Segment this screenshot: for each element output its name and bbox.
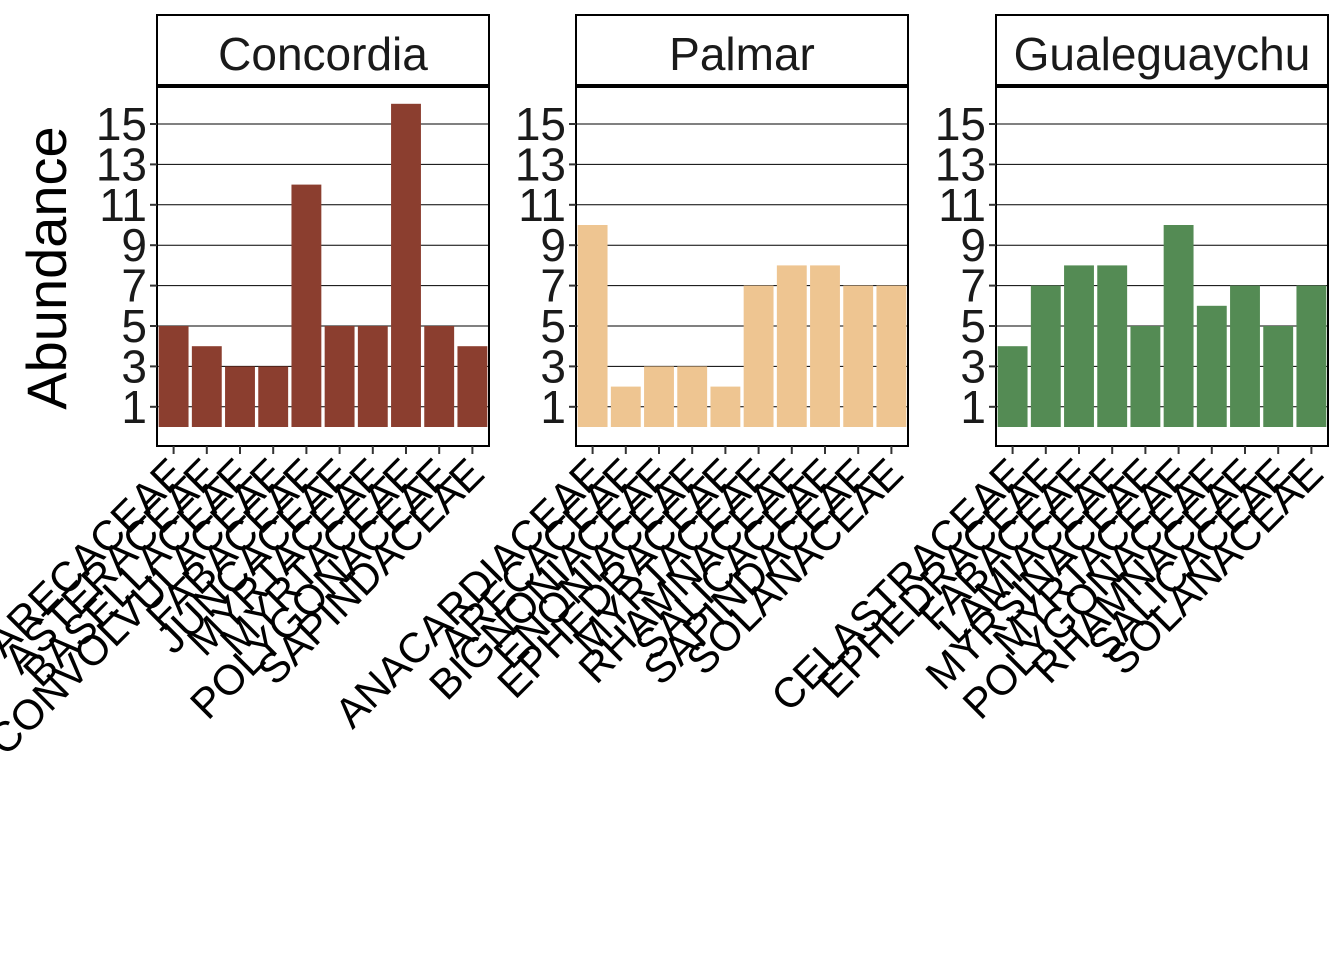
y-tick-label: 9 — [960, 219, 986, 271]
panel-border — [575, 86, 909, 447]
y-tick-label: 15 — [515, 98, 566, 150]
bar — [1196, 305, 1227, 427]
y-tick-label: 5 — [960, 300, 986, 352]
bar — [1296, 285, 1327, 427]
y-tick-label: 15 — [96, 98, 147, 150]
y-tick-label: 7 — [540, 260, 566, 312]
facet-strip — [156, 14, 490, 86]
facet-strip — [995, 14, 1329, 86]
bar — [424, 326, 455, 427]
bar — [1130, 326, 1161, 427]
y-tick-label: 11 — [99, 179, 147, 231]
y-tick-label: 11 — [518, 179, 566, 231]
bar — [843, 285, 874, 427]
bar — [710, 386, 741, 427]
y-tick-label: 5 — [121, 300, 147, 352]
y-tick-label: 13 — [515, 138, 566, 190]
bar — [391, 103, 421, 428]
panel-border — [995, 86, 1329, 447]
facet-title: Concordia — [218, 28, 428, 80]
facet-strip — [575, 14, 909, 86]
bar — [225, 366, 255, 427]
y-tick-label: 13 — [935, 138, 986, 190]
bar — [776, 265, 807, 427]
y-tick-label: 5 — [540, 300, 566, 352]
y-tick-label: 7 — [121, 260, 147, 312]
facet-panel: Palmar13579111315ANACARDIACEAEARECACEAEB… — [326, 14, 912, 737]
y-tick-label: 3 — [960, 340, 986, 392]
bar — [1263, 326, 1294, 427]
y-tick-label: 1 — [540, 381, 566, 433]
bar — [1163, 225, 1194, 427]
y-tick-label: 13 — [96, 138, 147, 190]
bar — [324, 326, 355, 427]
panel-border — [156, 86, 490, 447]
y-tick-label: 1 — [121, 381, 147, 433]
panels-layer: Concordia13579111315ARECACEAEASTERACEAEB… — [0, 14, 1332, 764]
bar — [743, 285, 774, 427]
y-tick-label: 3 — [540, 340, 566, 392]
y-tick-label: 9 — [540, 219, 566, 271]
bar — [1097, 265, 1128, 427]
y-axis-title: Abundance — [15, 126, 78, 409]
bar — [158, 326, 189, 427]
y-tick-label: 15 — [935, 98, 986, 150]
y-tick-label: 3 — [121, 340, 147, 392]
bar — [291, 184, 322, 427]
bar — [610, 386, 641, 427]
bar — [357, 326, 388, 427]
facet-title: Palmar — [669, 28, 815, 80]
y-tick-label: 11 — [938, 179, 986, 231]
y-tick-label: 1 — [960, 381, 986, 433]
bar — [1030, 285, 1061, 427]
bar — [258, 366, 289, 427]
bar — [191, 346, 222, 427]
y-tick-label: 9 — [121, 219, 147, 271]
bar — [1064, 265, 1094, 427]
y-tick-label: 7 — [960, 260, 986, 312]
bar — [1230, 285, 1260, 427]
bar — [644, 366, 674, 427]
bar — [457, 346, 488, 427]
bar — [677, 366, 708, 427]
bar — [577, 225, 608, 427]
bar — [876, 285, 907, 427]
bar — [810, 265, 840, 427]
facet-title: Gualeguaychu — [1014, 28, 1311, 80]
bar — [997, 346, 1028, 427]
